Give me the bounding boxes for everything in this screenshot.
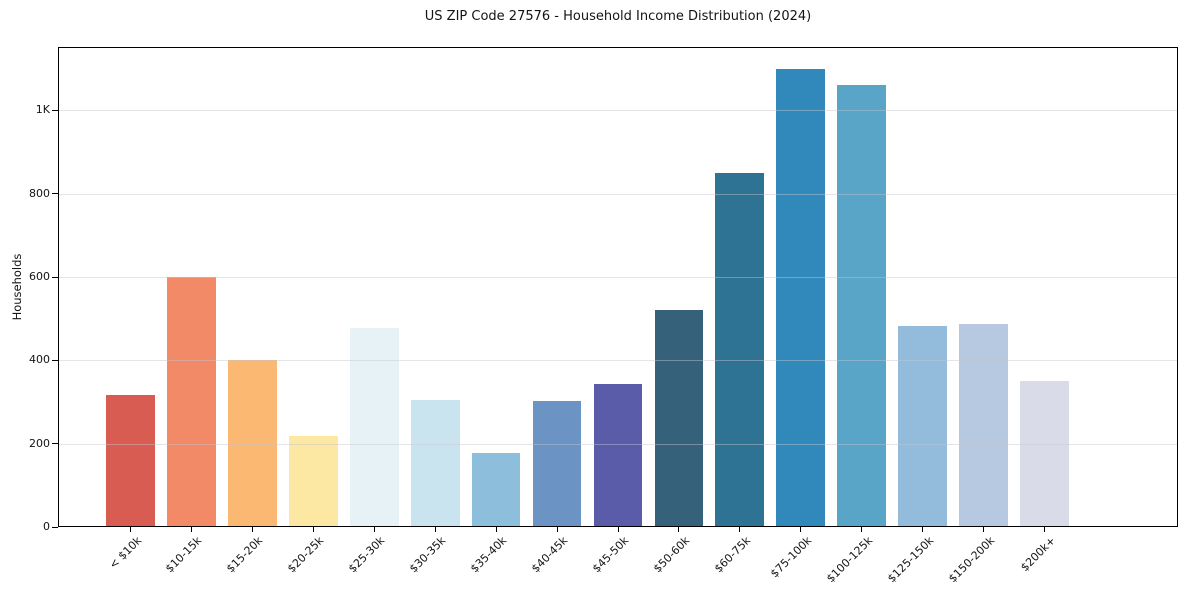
bar [410,399,460,526]
y-tick-mark [52,193,58,195]
x-tick-label: $30-35k [407,534,449,576]
bar [837,85,887,526]
gridline [59,443,1177,445]
x-tick-mark [739,527,741,532]
y-tick-label: 200 [29,436,50,450]
x-tick-mark [495,527,497,532]
bar [654,310,704,526]
x-tick-label: $20-25k [285,534,327,576]
y-tick-label: 600 [29,270,50,283]
x-tick-label: $150-200k [945,534,997,586]
x-tick-mark [312,527,314,532]
y-tick-label: 1K [35,103,50,117]
gridline [59,360,1177,362]
x-tick-label: $45-50k [589,534,632,576]
x-tick-label: $200k+ [1017,534,1058,575]
bar [715,173,765,526]
bar [349,328,399,526]
y-tick-mark [52,359,58,361]
x-tick-label: $60-75k [711,534,754,576]
x-tick-label: $125-150k [884,534,936,586]
x-tick-mark [251,527,253,532]
bar [228,360,277,526]
x-tick-label: $100-125k [823,534,875,586]
x-tick-mark [922,527,924,532]
bar [898,325,948,526]
bar [959,324,1008,526]
bar [106,394,155,526]
gridline [59,277,1177,278]
y-tick-mark [52,443,58,445]
x-tick-mark [983,527,985,532]
y-tick-label: 400 [29,353,50,367]
y-tick-label: 0 [43,520,50,533]
x-tick-mark [861,527,863,532]
gridline [59,193,1177,195]
x-tick-mark [434,527,436,532]
x-tick-mark [190,527,192,532]
x-tick-label: $50-60k [650,534,693,576]
x-tick-label: $75-100k [767,534,814,581]
y-tick-label: 800 [29,186,50,200]
bar [1020,381,1069,526]
x-tick-label: $35-40k [468,534,510,576]
x-tick-mark [800,527,802,532]
x-tick-mark [556,527,558,532]
bar [471,452,521,526]
bar [288,436,338,526]
x-tick-label: < $10k [106,534,144,572]
x-tick-mark [678,527,680,532]
bar [593,384,643,526]
y-tick-mark [52,526,58,528]
y-tick-mark [52,109,58,111]
x-tick-mark [1044,527,1046,532]
x-tick-mark [373,527,375,532]
y-tick-mark [52,276,58,278]
x-tick-label: $15-20k [224,534,266,576]
chart-title: US ZIP Code 27576 - Household Income Dis… [424,9,812,24]
x-tick-label: $25-30k [346,534,388,576]
x-tick-mark [130,527,131,532]
bar [532,401,582,526]
bar [167,277,216,526]
gridline [59,110,1177,112]
x-tick-mark [617,527,619,532]
x-tick-label: $40-45k [528,534,571,576]
x-tick-label: $10-15k [163,534,205,576]
y-axis-label: Households [10,253,24,321]
bar [776,68,826,526]
